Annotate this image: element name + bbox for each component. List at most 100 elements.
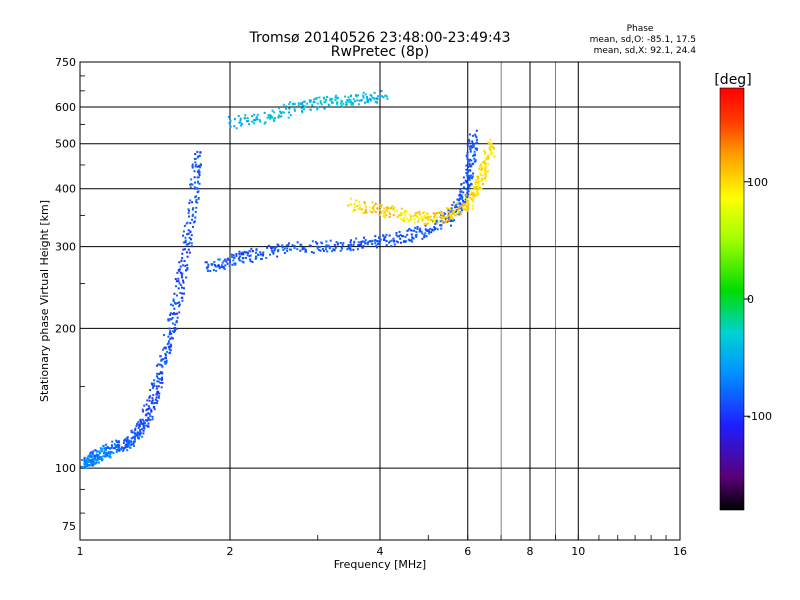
data-point: [492, 146, 495, 149]
data-point: [179, 271, 182, 274]
data-point: [462, 201, 465, 204]
data-point: [97, 455, 100, 458]
data-point: [490, 153, 493, 156]
data-point: [157, 373, 160, 376]
data-point: [408, 227, 411, 230]
data-point: [199, 166, 202, 169]
data-point: [95, 461, 98, 464]
data-point: [100, 459, 103, 462]
data-point: [467, 165, 470, 168]
x-tick-label: 2: [227, 545, 234, 558]
data-point: [300, 102, 303, 105]
data-point: [378, 237, 381, 240]
data-point: [182, 241, 185, 244]
data-point: [472, 162, 475, 165]
data-point: [364, 202, 367, 205]
data-point: [472, 134, 475, 137]
data-point: [300, 243, 303, 246]
data-point: [245, 120, 248, 123]
data-point: [442, 212, 445, 215]
data-point: [466, 143, 469, 146]
data-point: [185, 276, 188, 279]
data-point: [253, 122, 256, 125]
data-point: [171, 337, 174, 340]
data-point: [389, 212, 392, 215]
data-point: [169, 348, 172, 351]
data-point: [191, 166, 194, 169]
data-point: [196, 150, 199, 153]
data-point: [402, 235, 405, 238]
data-point: [429, 227, 432, 230]
data-point: [386, 207, 389, 210]
data-point: [159, 381, 162, 384]
data-point: [198, 174, 201, 177]
data-point: [125, 445, 128, 448]
data-point: [424, 224, 427, 227]
data-point: [454, 214, 457, 217]
data-point: [471, 192, 474, 195]
data-point: [475, 142, 478, 145]
data-point: [471, 188, 474, 191]
colorbar-tick-label: -100: [747, 410, 772, 423]
data-point: [157, 396, 160, 399]
data-point: [156, 377, 159, 380]
data-point: [91, 451, 94, 454]
data-point: [126, 440, 129, 443]
data-point: [445, 219, 448, 222]
data-point: [302, 108, 305, 111]
data-point: [408, 213, 411, 216]
data-point: [395, 209, 398, 212]
data-point: [277, 107, 280, 110]
data-point: [286, 247, 289, 250]
data-point: [141, 435, 144, 438]
data-point: [362, 245, 365, 248]
data-point: [467, 200, 470, 203]
data-point: [466, 198, 469, 201]
data-point: [478, 185, 481, 188]
data-point: [239, 255, 242, 258]
data-point: [346, 99, 349, 102]
data-point: [467, 203, 470, 206]
data-point: [392, 214, 395, 217]
data-point: [413, 218, 416, 221]
data-point: [450, 209, 453, 212]
data-point: [86, 463, 89, 466]
data-point: [283, 111, 286, 114]
data-point: [133, 440, 136, 443]
data-point: [89, 453, 92, 456]
data-point: [423, 211, 426, 214]
data-point: [287, 242, 290, 245]
data-point: [149, 395, 152, 398]
data-point: [240, 124, 243, 127]
data-point: [110, 444, 113, 447]
data-point: [421, 219, 424, 222]
data-point: [87, 459, 90, 462]
data-point: [289, 101, 292, 104]
data-point: [273, 249, 276, 252]
data-point: [390, 245, 393, 248]
data-point: [240, 123, 243, 126]
data-point: [194, 157, 197, 160]
data-point: [277, 116, 280, 119]
data-point: [436, 228, 439, 231]
chart-subtitle: RwPretec (8p): [331, 44, 429, 60]
data-point: [430, 218, 433, 221]
data-point: [299, 249, 302, 252]
data-point: [339, 249, 342, 252]
data-point: [452, 211, 455, 214]
data-point: [388, 241, 391, 244]
data-point: [472, 154, 475, 157]
data-point: [336, 103, 339, 106]
data-point: [483, 159, 486, 162]
data-point: [198, 182, 201, 185]
data-point: [334, 246, 337, 249]
data-point: [187, 243, 190, 246]
data-point: [476, 187, 479, 190]
data-point: [233, 125, 236, 128]
data-point: [423, 214, 426, 217]
data-point: [249, 260, 252, 263]
data-point: [80, 465, 83, 468]
data-point: [277, 249, 280, 252]
data-point: [459, 188, 462, 191]
data-point: [416, 211, 419, 214]
